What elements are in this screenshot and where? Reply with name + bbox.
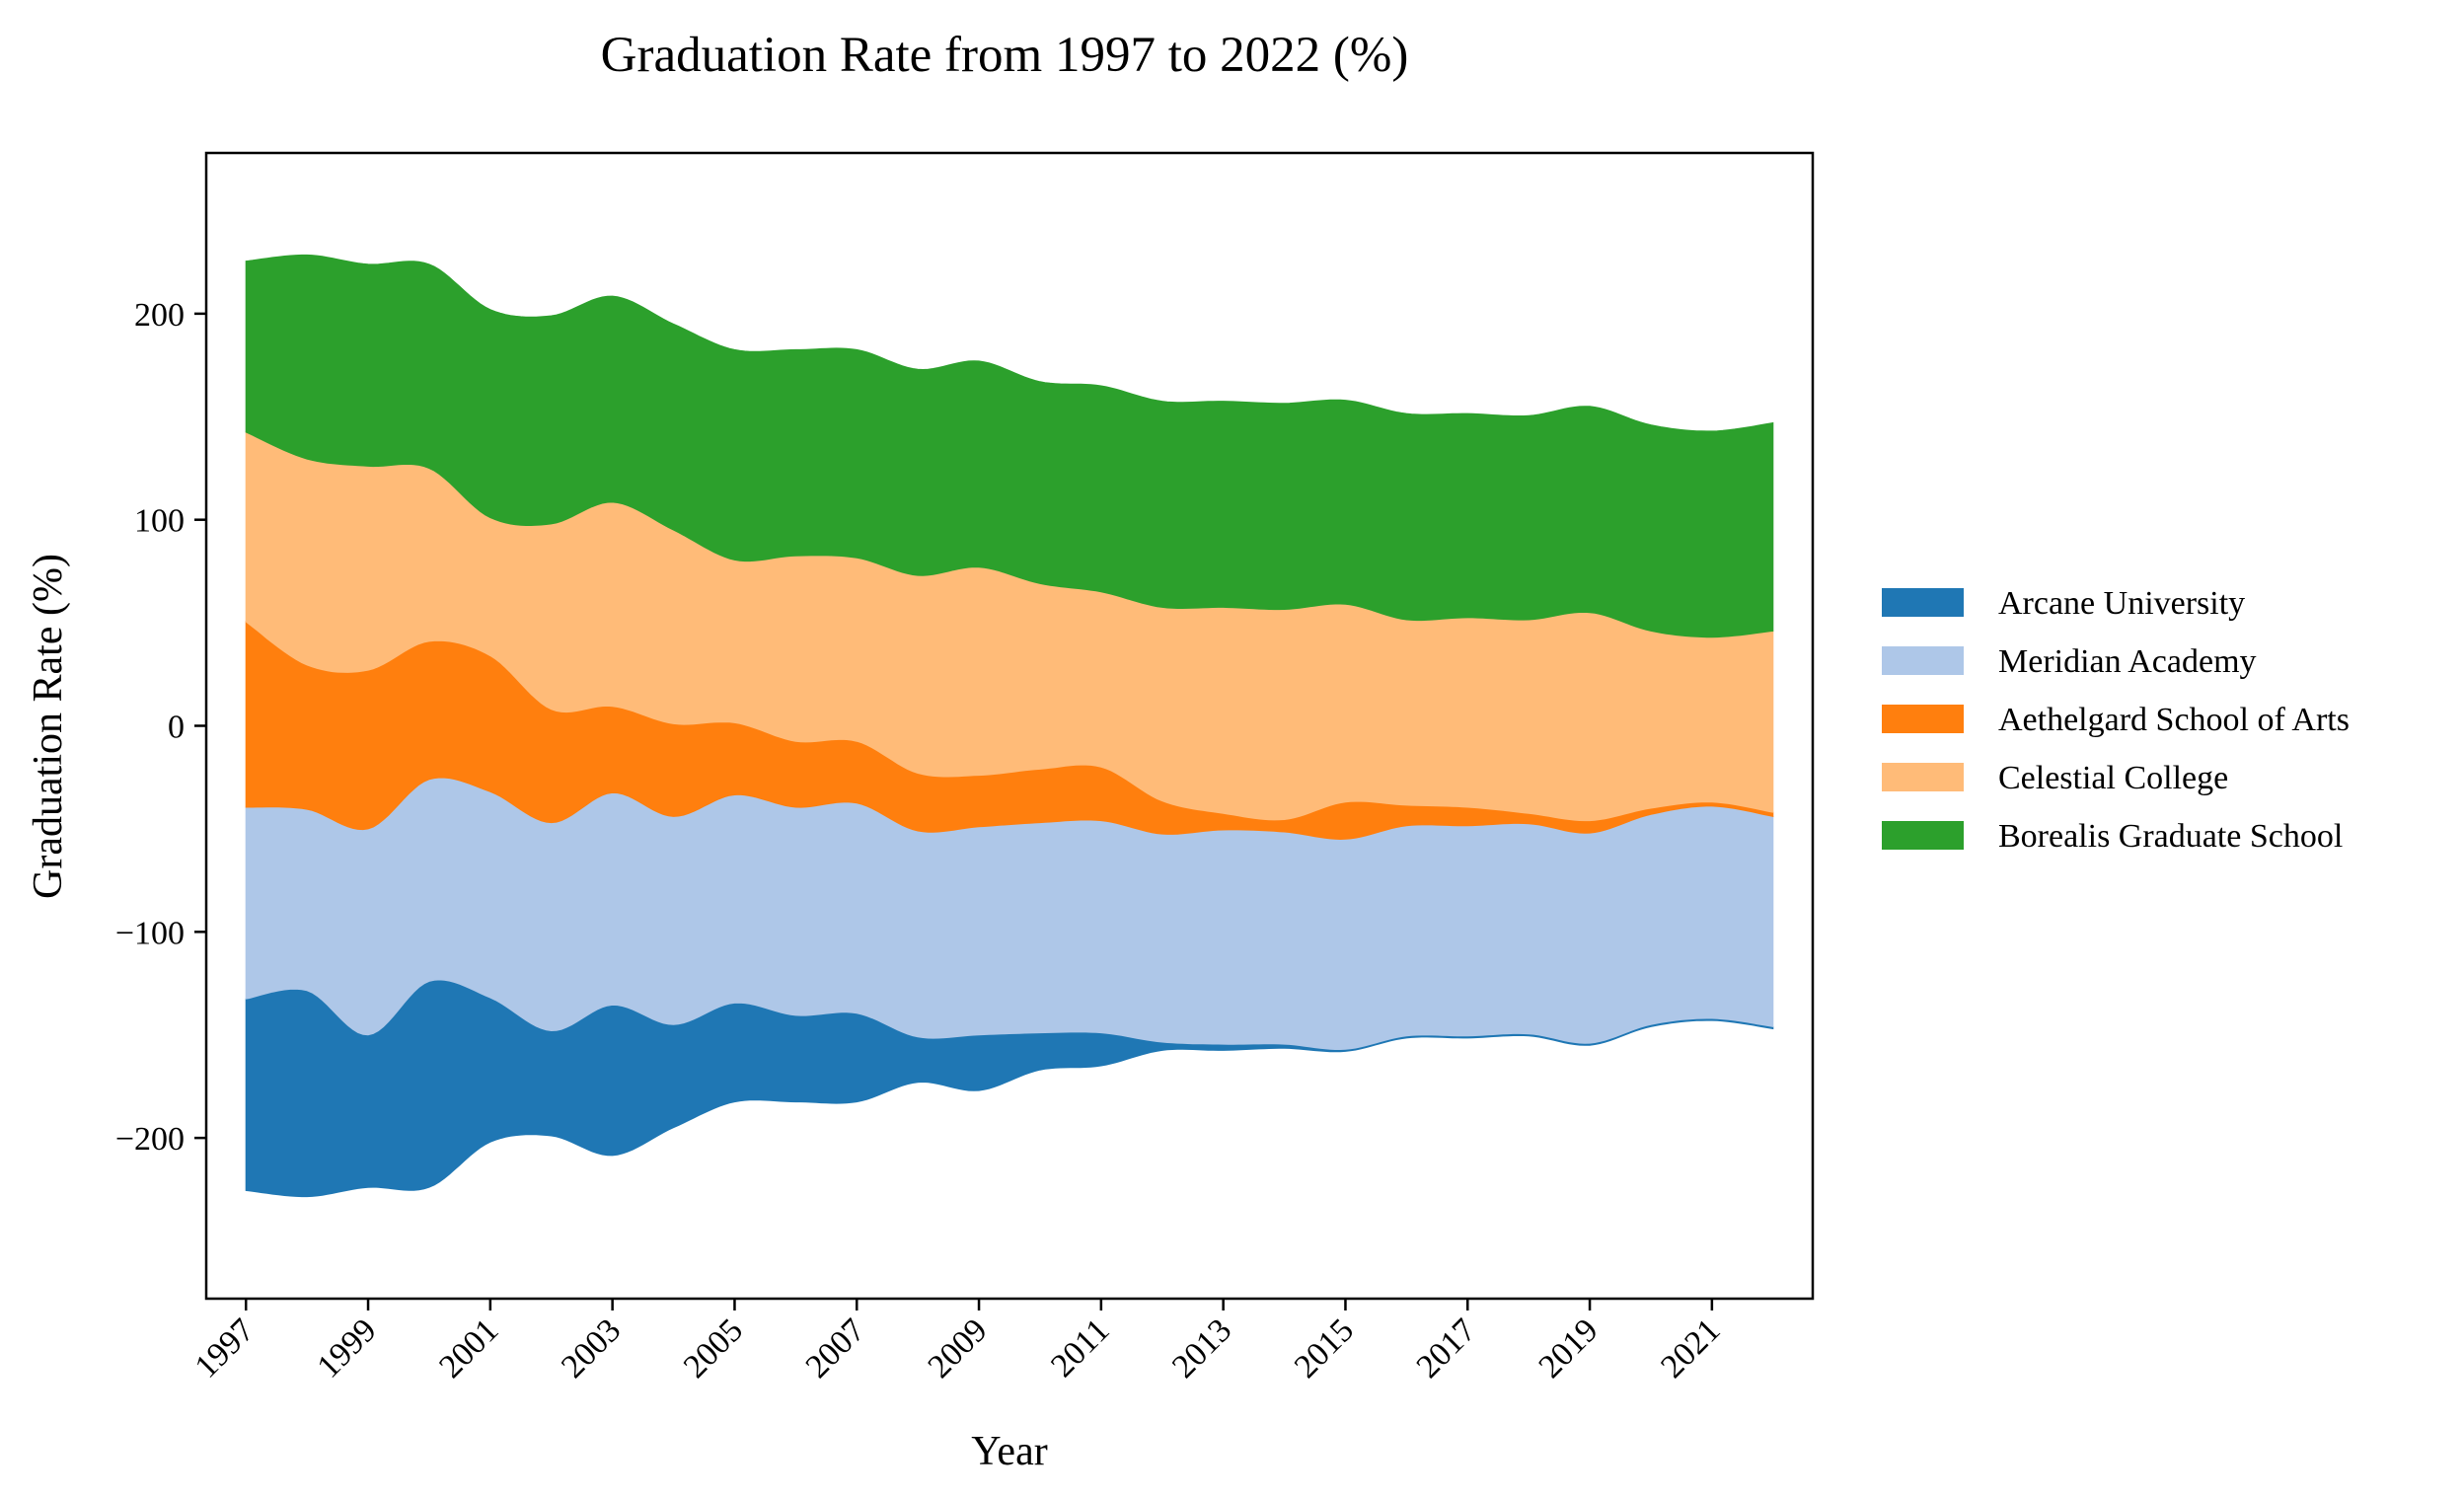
legend-label-celestial-college: Celestial College: [1998, 760, 2228, 796]
x-tick-label: 2013: [1165, 1311, 1238, 1385]
y-tick-label: −200: [115, 1121, 185, 1158]
legend-label-arcane-university: Arcane University: [1998, 585, 2245, 622]
x-tick-label: 2011: [1044, 1311, 1116, 1384]
series-layer: [245, 254, 1774, 1198]
x-tick-label: 2017: [1410, 1311, 1483, 1385]
series-area-borealis-graduate-school: [245, 254, 1774, 638]
x-tick-label: 1999: [310, 1311, 383, 1385]
y-tick-label: 0: [168, 710, 185, 746]
legend-label-meridian-academy: Meridian Academy: [1998, 643, 2257, 680]
legend-label-borealis-graduate-school: Borealis Graduate School: [1998, 818, 2343, 855]
legend: Arcane University Meridian Academy Aethelg…: [1882, 585, 2350, 855]
x-tick-label: 2003: [555, 1311, 628, 1385]
legend-label-aethelgard-school-of-arts: Aethelgard School of Arts: [1998, 702, 2350, 738]
legend-swatch-celestial-college: [1882, 763, 1964, 791]
x-tick-label: 2015: [1288, 1311, 1361, 1385]
x-axis-label: Year: [971, 1429, 1047, 1474]
legend-swatch-arcane-university: [1882, 588, 1964, 617]
x-tick-label: 2005: [677, 1311, 750, 1385]
y-tick-label: 200: [134, 297, 185, 334]
y-axis-label: Graduation Rate (%): [26, 554, 71, 899]
x-tick-label: 2019: [1531, 1311, 1605, 1385]
y-tick-label: 100: [134, 503, 185, 540]
x-tick-label: 1997: [188, 1311, 261, 1385]
x-tick-label: 2007: [799, 1311, 872, 1385]
y-axis: −200 −100 0 100 200: [115, 297, 206, 1158]
legend-swatch-meridian-academy: [1882, 646, 1964, 675]
legend-swatch-borealis-graduate-school: [1882, 821, 1964, 850]
legend-swatch-aethelgard-school-of-arts: [1882, 705, 1964, 733]
chart-title: Graduation Rate from 1997 to 2022 (%): [601, 28, 1409, 83]
x-tick-label: 2009: [921, 1311, 994, 1385]
x-tick-label: 2001: [432, 1311, 505, 1385]
y-tick-label: −100: [115, 915, 185, 951]
x-axis: 1997 1999 2001 2003 2005 2007 2009 2011 2013 2015…: [188, 1299, 1728, 1385]
x-tick-label: 2021: [1654, 1311, 1727, 1385]
